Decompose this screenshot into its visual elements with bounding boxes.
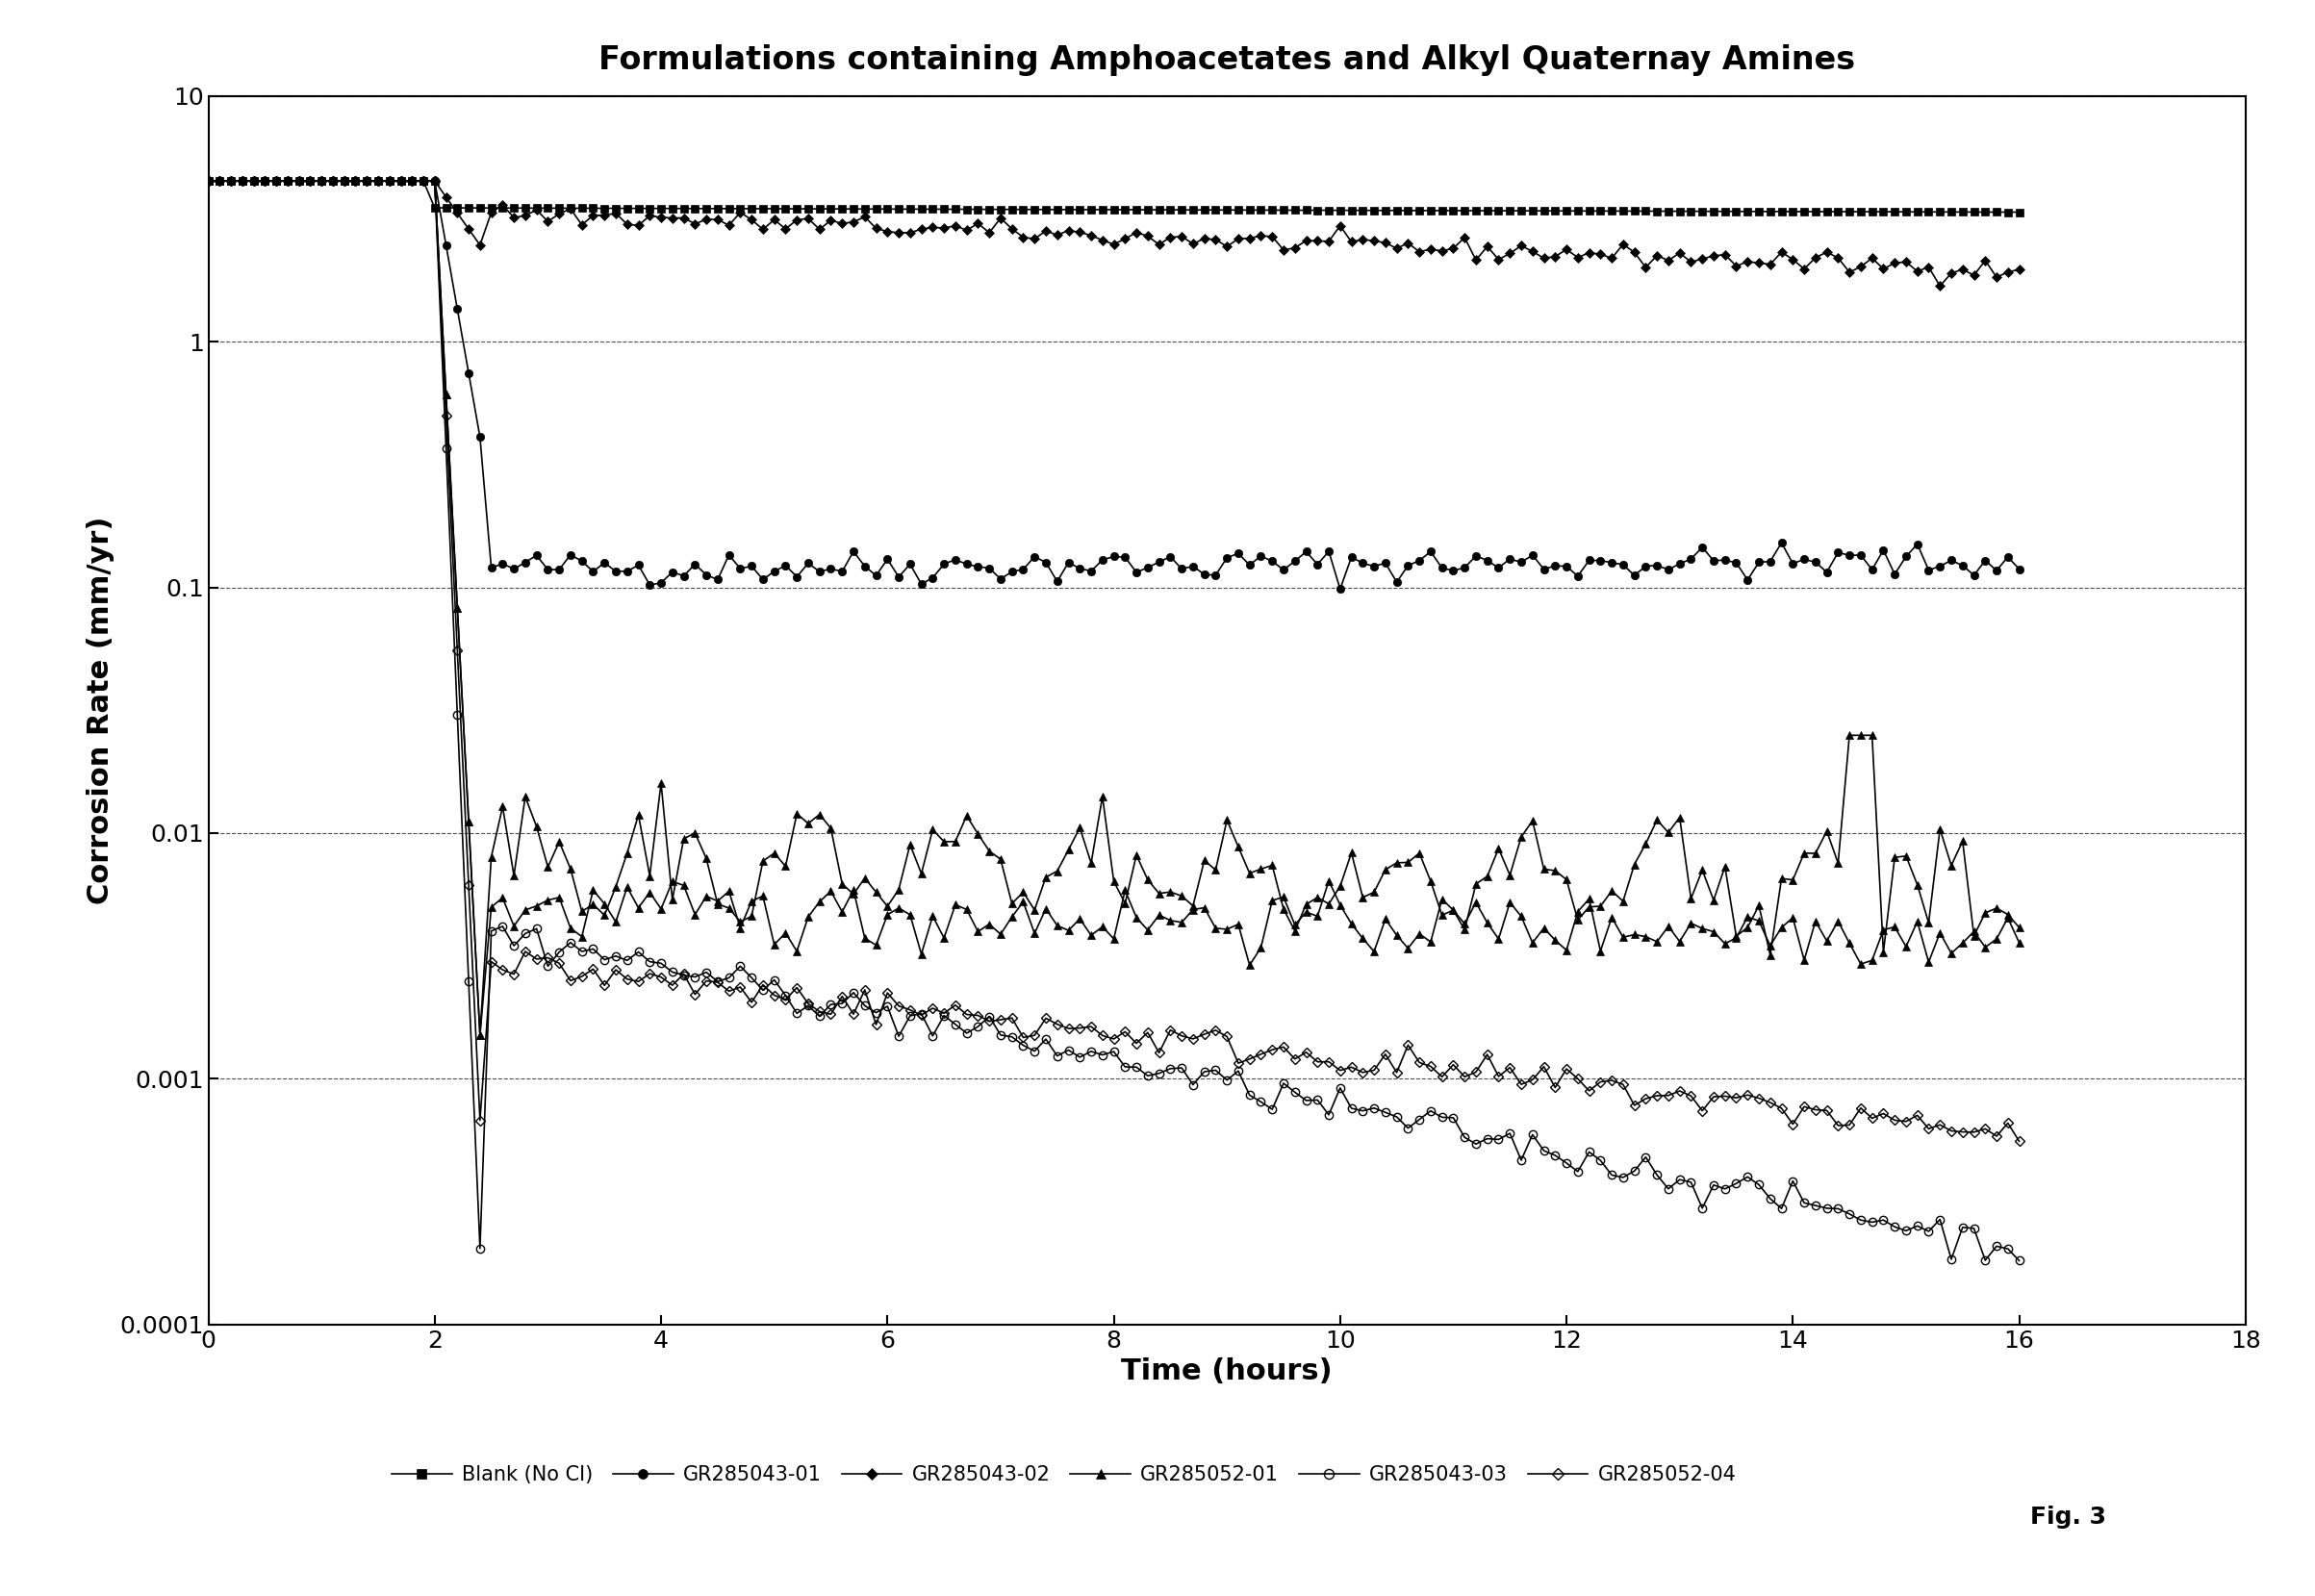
Line: GR285043-03: GR285043-03: [204, 177, 2023, 1264]
GR285052-01: [2005, 918, 2033, 937]
Line: GR285052-04: GR285052-04: [206, 177, 2023, 1144]
GR285043-02: [194, 171, 222, 190]
GR285052-04: [194, 171, 222, 190]
GR285043-03: [692, 962, 720, 982]
GR285043-01: [692, 565, 720, 584]
GR285052-01: [806, 804, 833, 824]
Line: GR285052-01: GR285052-01: [204, 177, 2023, 1039]
GR285043-01: [1926, 557, 1954, 576]
GR285043-02: [1915, 257, 1942, 276]
Blank (No CI): [194, 171, 222, 190]
Title: Formulations containing Amphoacetates and Alkyl Quaternay Amines: Formulations containing Amphoacetates an…: [600, 45, 1854, 75]
Blank (No CI): [794, 200, 822, 219]
GR285043-03: [794, 996, 822, 1015]
GR285043-03: [1789, 1194, 1817, 1213]
Line: GR285043-02: GR285043-02: [206, 177, 2023, 289]
GR285052-04: [692, 972, 720, 991]
GR285052-01: [194, 171, 222, 190]
GR285043-01: [861, 567, 889, 586]
GR285043-02: [692, 209, 720, 228]
Line: GR285043-01: GR285043-01: [204, 177, 2023, 594]
GR285052-04: [1699, 1087, 1727, 1106]
GR285052-04: [861, 1015, 889, 1034]
GR285043-01: [794, 554, 822, 573]
GR285043-01: [2005, 560, 2033, 579]
GR285043-02: [794, 209, 822, 228]
GR285052-01: [873, 897, 901, 916]
GR285052-04: [794, 994, 822, 1013]
Y-axis label: Corrosion Rate (mm/yr): Corrosion Rate (mm/yr): [86, 516, 113, 905]
GR285052-01: [465, 1025, 493, 1044]
Text: Fig. 3: Fig. 3: [2030, 1507, 2107, 1529]
GR285043-03: [2005, 1251, 2033, 1270]
GR285043-01: [1326, 579, 1354, 598]
GR285052-01: [704, 894, 732, 913]
GR285043-02: [1699, 246, 1727, 265]
Blank (No CI): [861, 200, 889, 219]
GR285052-01: [1926, 819, 1954, 838]
GR285043-01: [194, 171, 222, 190]
GR285052-01: [1801, 844, 1829, 863]
GR285043-02: [2005, 260, 2033, 279]
GR285043-02: [861, 219, 889, 238]
GR285052-04: [2005, 1132, 2033, 1151]
X-axis label: Time (hours): Time (hours): [1120, 1358, 1333, 1385]
Blank (No CI): [2005, 203, 2033, 222]
GR285043-01: [1801, 552, 1829, 571]
GR285052-04: [1789, 1096, 1817, 1116]
Legend: Blank (No CI), GR285043-01, GR285043-02, GR285052-01, GR285043-03, GR285052-04: Blank (No CI), GR285043-01, GR285043-02,…: [384, 1457, 1743, 1492]
GR285043-01: [1711, 551, 1739, 570]
Line: Blank (No CI): Blank (No CI): [204, 177, 2023, 215]
GR285043-03: [1915, 1223, 1942, 1242]
Blank (No CI): [1915, 203, 1942, 222]
GR285043-03: [1699, 1175, 1727, 1194]
GR285043-03: [861, 1002, 889, 1021]
Blank (No CI): [692, 200, 720, 219]
GR285043-03: [194, 171, 222, 190]
Blank (No CI): [1789, 203, 1817, 222]
GR285052-01: [1711, 857, 1739, 876]
Blank (No CI): [1699, 201, 1727, 220]
GR285043-02: [1789, 260, 1817, 279]
GR285052-04: [1915, 1119, 1942, 1138]
GR285043-02: [1926, 276, 1954, 295]
